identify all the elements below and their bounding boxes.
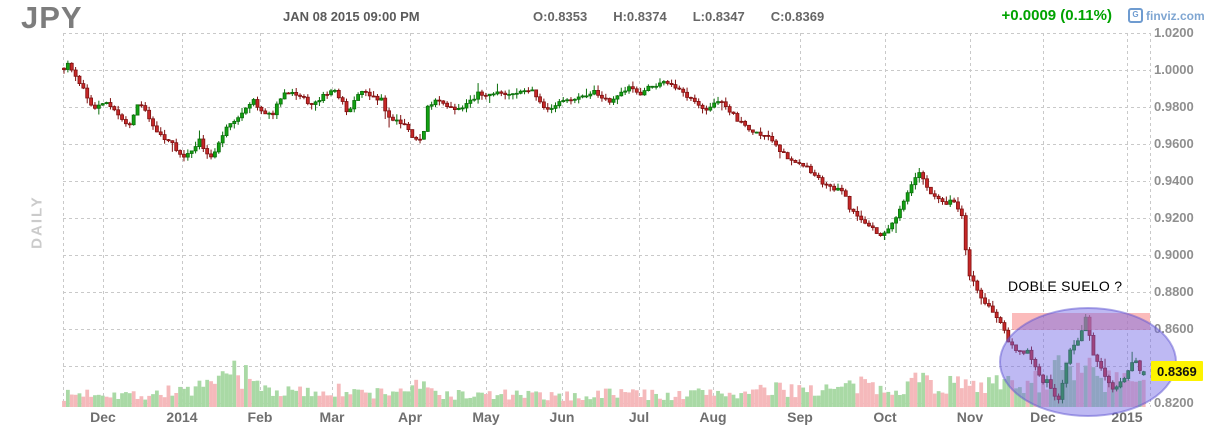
price-axis-label: 0.9600 xyxy=(1154,136,1194,151)
volume-bars xyxy=(62,355,1146,407)
price-candles xyxy=(62,60,1146,404)
time-axis-label: Dec xyxy=(1030,409,1056,425)
price-axis-label: 1.0200 xyxy=(1154,25,1194,40)
quote-open: O:0.8353 xyxy=(533,9,588,24)
timeframe-label: DAILY xyxy=(28,195,46,249)
price-axis-label: 0.8800 xyxy=(1154,284,1194,299)
ticker-symbol: JPY xyxy=(21,0,83,35)
finviz-brand-link[interactable]: G finviz.com xyxy=(1128,8,1205,23)
time-axis-label: Dec xyxy=(90,409,116,425)
time-axis-label: 2014 xyxy=(166,409,198,425)
quote-ohlc: O:0.8353 H:0.8374 L:0.8347 C:0.8369 xyxy=(533,9,850,24)
time-axis-label: Mar xyxy=(319,409,345,425)
double-bottom-annotation: DOBLE SUELO ? xyxy=(1008,278,1123,294)
quote-change: +0.0009 (0.11%) xyxy=(1001,7,1112,24)
price-axis-label: 0.9800 xyxy=(1154,99,1194,114)
time-axis-label: 2015 xyxy=(1111,409,1143,425)
quote-low: L:0.8347 xyxy=(692,9,745,24)
current-price-badge: 0.8369 xyxy=(1151,361,1203,381)
price-axis-label: 1.0000 xyxy=(1154,62,1194,77)
price-axis-label: 0.9200 xyxy=(1154,210,1194,225)
time-axis-label: Jun xyxy=(549,409,575,425)
quote-close: C:0.8369 xyxy=(770,9,825,24)
finviz-brand-label: finviz.com xyxy=(1146,8,1205,23)
time-axis-label: Nov xyxy=(956,409,984,425)
price-axis-label: 0.9400 xyxy=(1154,173,1194,188)
price-axis-label: 0.9000 xyxy=(1154,247,1194,262)
finviz-logo-icon: G xyxy=(1128,8,1143,23)
time-axis-label: Feb xyxy=(247,409,273,425)
time-axis-label: May xyxy=(472,409,500,425)
time-axis-label: Oct xyxy=(873,409,897,425)
price-axis-label: 0.8600 xyxy=(1154,321,1194,336)
time-axis-label: Sep xyxy=(787,409,813,425)
time-axis-label: Aug xyxy=(699,409,727,425)
price-axis-label: 0.8200 xyxy=(1154,395,1194,410)
quote-high: H:0.8374 xyxy=(613,9,667,24)
time-axis-label: Jul xyxy=(628,409,650,425)
time-axis-label: Apr xyxy=(397,409,423,425)
quote-datetime: JAN 08 2015 09:00 PM xyxy=(283,9,420,24)
gridlines xyxy=(63,33,1151,407)
